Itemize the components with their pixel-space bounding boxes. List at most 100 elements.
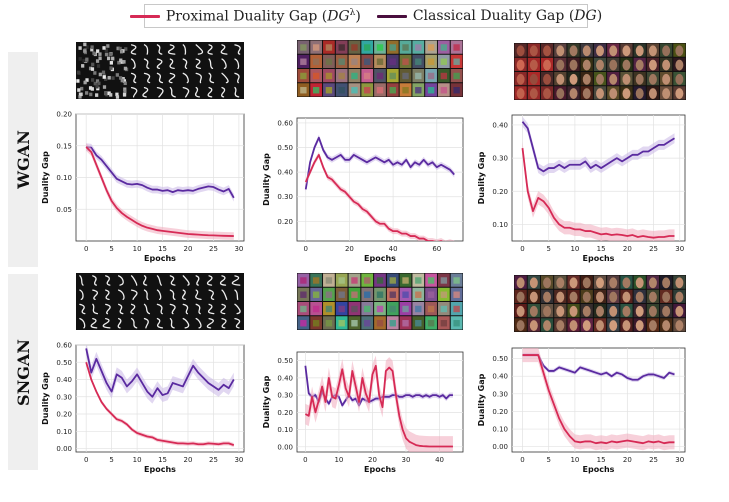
cifar-object: [364, 87, 371, 94]
face-shape: [648, 305, 657, 317]
noise-pixel: [102, 75, 106, 79]
digit-glyph: [156, 58, 163, 70]
series-line-proximal: [85, 362, 235, 446]
cifar-object: [338, 277, 345, 284]
cifar-object: [453, 277, 460, 284]
x-tick-label: 20: [623, 245, 632, 253]
cifar-object: [376, 72, 384, 80]
face-shape: [648, 73, 657, 85]
digit-glyph: [169, 303, 176, 315]
y-tick-label: 0.10: [492, 221, 508, 229]
digit-glyph: [92, 275, 98, 286]
digit-glyph: [143, 303, 151, 315]
y-tick-label: 0.40: [56, 376, 72, 384]
y-tick-label: 0.40: [277, 169, 293, 177]
x-tick-label: 10: [570, 456, 579, 464]
face-shape: [675, 88, 684, 100]
digit-glyph: [195, 317, 202, 329]
series-band-classical: [305, 363, 453, 409]
noise-pixel: [80, 86, 84, 91]
face-shape: [596, 291, 604, 303]
digit-glyph: [206, 275, 213, 286]
x-tick-label: 25: [209, 456, 218, 464]
noise-pixel: [89, 92, 93, 97]
cifar-object: [338, 305, 345, 313]
x-tick-label: 5: [109, 456, 113, 464]
face-shape: [635, 305, 644, 317]
face-shape: [543, 73, 552, 85]
face-shape: [662, 291, 671, 303]
x-tick-label: 10: [334, 456, 343, 464]
x-tick-label: 20: [345, 245, 354, 253]
digit-glyph: [156, 289, 162, 301]
noise-pixel: [115, 95, 120, 99]
y-tick-label: 0.50: [492, 355, 508, 363]
digit-glyph: [130, 303, 136, 315]
noise-pixel: [98, 52, 102, 56]
noise-pixel: [78, 94, 82, 99]
x-axis-label: Epochs: [583, 465, 615, 474]
noise-pixel: [76, 79, 80, 83]
noise-pixel: [79, 92, 83, 97]
series-line-proximal: [304, 153, 443, 241]
face-shape: [609, 45, 618, 57]
noise-pixel: [83, 49, 87, 53]
row-band-sngan: [8, 274, 38, 470]
y-axis-label: Duality Gap: [477, 151, 486, 204]
face-shape: [596, 305, 604, 317]
digit-glyph: [182, 303, 189, 315]
face-shape: [529, 277, 538, 289]
noise-pixel: [122, 60, 126, 64]
cifar-object: [325, 277, 333, 284]
y-tick-label: 0.20: [492, 188, 508, 196]
face-shape: [582, 59, 591, 71]
series-line-proximal: [521, 148, 675, 239]
noise-pixel: [115, 73, 119, 77]
legend: Proximal Duality Gap (DGλ) Classical Dua…: [129, 4, 602, 28]
cifar-object: [338, 87, 345, 94]
face-shape: [516, 277, 525, 289]
y-axis-label: Duality Gap: [262, 375, 271, 428]
face-shape: [556, 73, 565, 85]
digit-glyph: [182, 44, 187, 55]
cifar-object: [453, 44, 460, 51]
cifar-object: [440, 291, 448, 298]
cifar-object: [364, 72, 371, 80]
face-shape: [543, 45, 552, 57]
x-axis-label: Epochs: [364, 465, 396, 474]
face-shape: [556, 88, 565, 100]
noise-pixel: [98, 72, 102, 77]
cifar-object: [325, 87, 333, 94]
digit-glyph: [92, 289, 99, 301]
series-line-classical: [85, 348, 235, 398]
face-shape: [516, 305, 525, 317]
digit-glyph: [156, 44, 163, 55]
noise-pixel: [91, 78, 95, 82]
noise-pixel: [93, 81, 97, 86]
noise-pixel: [102, 46, 106, 50]
face-shape: [609, 320, 618, 332]
face-shape: [556, 320, 565, 332]
face-shape: [675, 59, 684, 71]
face-shape: [516, 45, 525, 57]
digit-glyph: [195, 58, 202, 70]
x-tick-label: 20: [368, 456, 377, 464]
digit-glyph: [219, 275, 227, 286]
digit-glyph: [234, 289, 239, 301]
digit-glyph: [208, 72, 215, 84]
face-shape: [609, 291, 618, 303]
cifar-object: [415, 58, 422, 65]
cifar-object: [427, 320, 435, 327]
cifar-object: [351, 58, 358, 65]
chart-panel-0: 0 5 10 15 20 25 30 0.05 0.10 0.15 0.20 Epochs Dualit…: [41, 111, 245, 263]
noise-pixel: [124, 47, 128, 51]
face-shape: [648, 291, 657, 303]
digit-glyph: [105, 275, 111, 286]
face-shape: [609, 305, 618, 317]
y-tick-label: 0.60: [56, 342, 72, 350]
noise-pixel: [95, 59, 100, 63]
digit-glyph: [130, 86, 138, 98]
noise-pixel: [120, 78, 124, 83]
face-shape: [662, 277, 671, 289]
y-tick-label: 0.30: [492, 390, 508, 398]
